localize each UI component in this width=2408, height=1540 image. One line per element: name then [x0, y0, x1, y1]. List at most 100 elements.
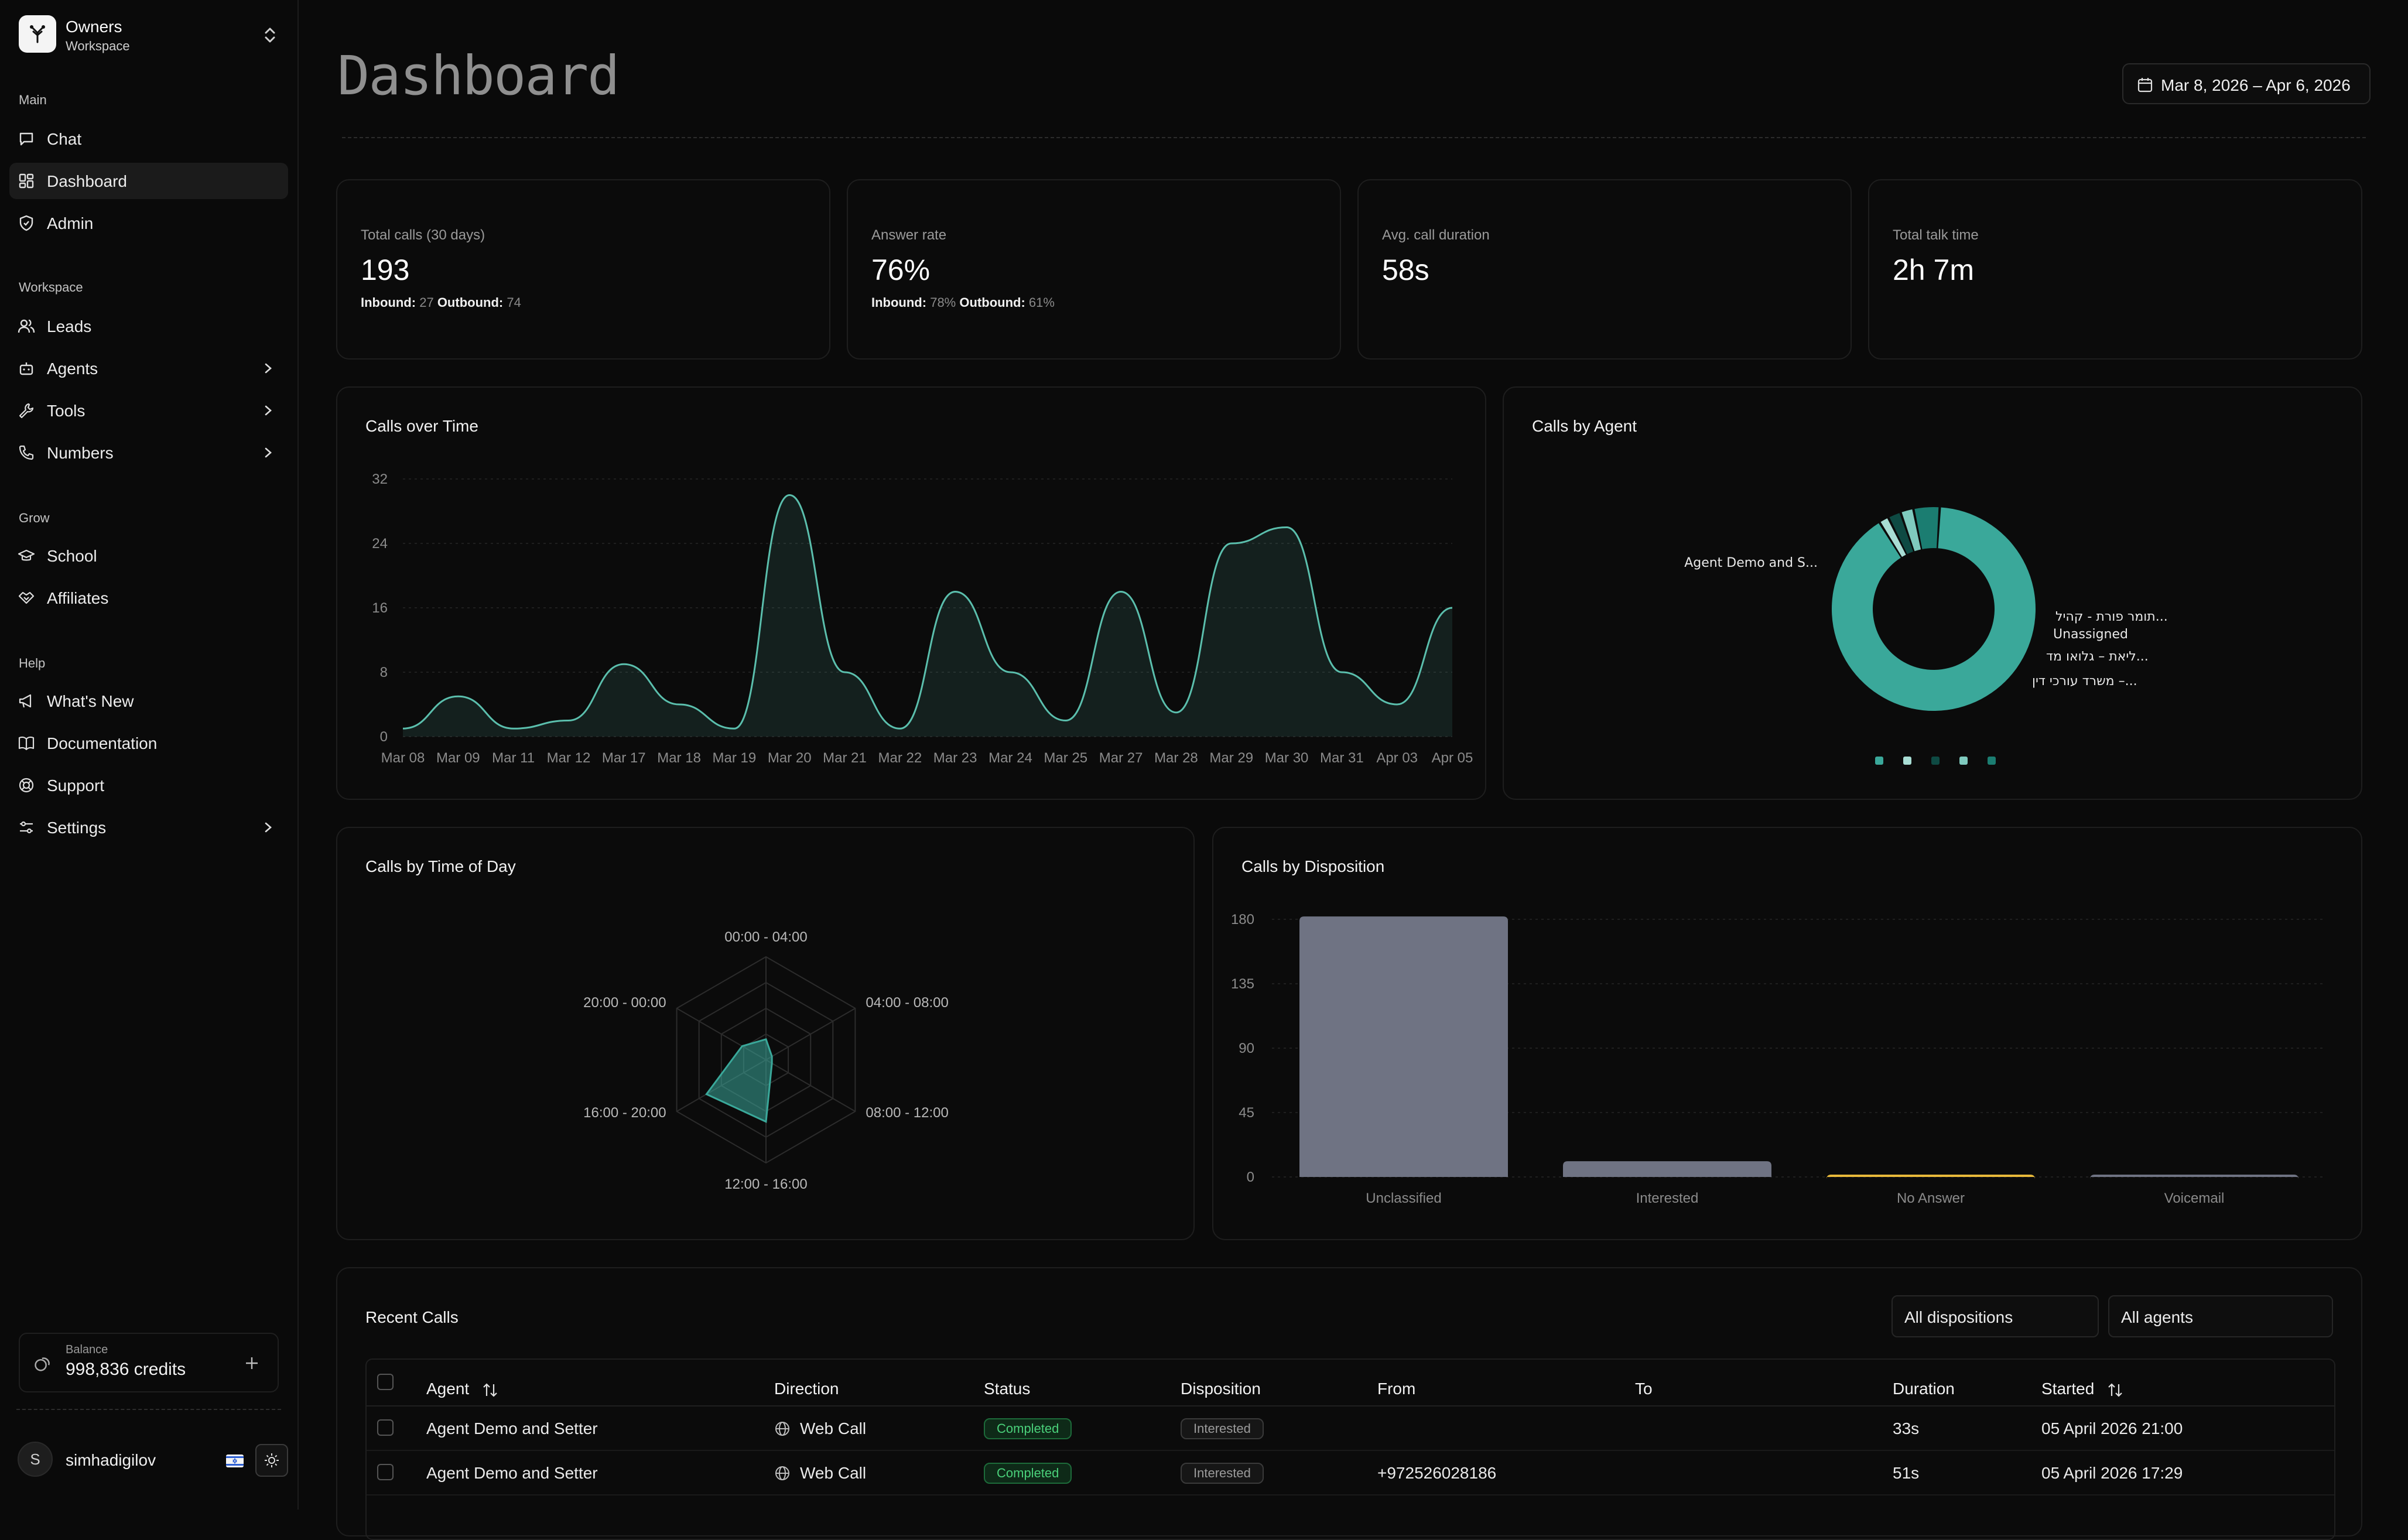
tree-logo-icon: [30, 25, 45, 43]
sidebar-item-dashboard[interactable]: Dashboard: [9, 163, 288, 199]
sidebar-item-tools[interactable]: Tools: [9, 392, 288, 429]
x-tick-label: Interested: [1636, 1190, 1699, 1206]
sidebar-item-label: Agents: [47, 360, 98, 378]
calls-by-agent-chart[interactable]: Agent Demo and S... תומר פורת - קהיל... Un…: [1504, 388, 2363, 801]
israel-flag-icon[interactable]: [226, 1455, 244, 1467]
column-header-agent[interactable]: Agent: [426, 1380, 498, 1398]
add-credits-icon[interactable]: [241, 1353, 262, 1374]
balance-value: 998,836 credits: [66, 1360, 186, 1379]
sidebar-item-leads[interactable]: Leads: [9, 308, 288, 344]
sidebar-item-label: Settings: [47, 819, 107, 837]
filter-label: All agents: [2121, 1308, 2193, 1326]
chart-title: Calls by Time of Day: [365, 857, 516, 875]
calls-over-time-chart[interactable]: 0 8 16 24 32 Mar 08 Mar 09 Mar 11 Mar 12 Mar 17 Ma…: [337, 388, 1487, 801]
sidebar-item-label: Numbers: [47, 444, 114, 462]
theme-toggle-button[interactable]: [255, 1444, 288, 1477]
workspace-name[interactable]: Owners: [66, 18, 122, 36]
x-tick-label: Mar 30: [1265, 750, 1309, 766]
users-icon: [18, 319, 35, 333]
sidebar-item-settings[interactable]: Settings: [9, 809, 288, 846]
graduation-cap-icon: [18, 549, 35, 561]
agent-filter[interactable]: All agents: [2108, 1295, 2333, 1337]
sort-icon[interactable]: [482, 1382, 498, 1398]
column-header-direction[interactable]: Direction: [774, 1380, 839, 1398]
calls-over-time-card: Calls over Time 0 8 16 24 32 Mar 08 Mar 09 Mar …: [336, 386, 1486, 800]
bar: [1826, 1175, 2035, 1179]
calls-table: Agent Direction Status Disposition From …: [365, 1358, 2335, 1540]
sidebar-item-label: Admin: [47, 214, 94, 232]
sidebar-item-affiliates[interactable]: Affiliates: [9, 580, 288, 616]
sidebar-item-numbers[interactable]: Numbers: [9, 434, 288, 471]
sidebar-item-chat[interactable]: Chat: [9, 121, 288, 157]
disposition-filter[interactable]: All dispositions: [1891, 1295, 2099, 1337]
sidebar-item-whats-new[interactable]: What's New: [9, 683, 288, 719]
x-tick-label: Mar 29: [1209, 750, 1253, 766]
sidebar-item-label: Leads: [47, 317, 92, 336]
sidebar-item-school[interactable]: School: [9, 538, 288, 574]
x-tick-label: Mar 27: [1099, 750, 1143, 766]
balance-card: Balance 998,836 credits: [19, 1333, 279, 1392]
book-icon: [18, 736, 35, 751]
x-tick-label: Unclassified: [1366, 1190, 1441, 1206]
filter-label: All dispositions: [1904, 1308, 2013, 1326]
x-tick-label: Apr 03: [1376, 750, 1418, 766]
calls-by-time-chart[interactable]: 00:00 - 04:00 04:00 - 08:00 08:00 - 12:00 1…: [337, 828, 1196, 1241]
column-header-disposition[interactable]: Disposition: [1181, 1380, 1261, 1398]
sidebar-item-agents[interactable]: Agents: [9, 350, 288, 386]
section-label-grow: Grow: [19, 511, 50, 525]
x-tick-label: Mar 09: [436, 750, 480, 766]
avatar[interactable]: S: [18, 1442, 53, 1477]
y-tick-label: 16: [372, 600, 388, 616]
calls-by-disposition-chart[interactable]: 0 45 90 135 180 Unclassified Interested No Answ…: [1213, 828, 2363, 1241]
balance-label: Balance: [66, 1343, 108, 1356]
sidebar-item-support[interactable]: Support: [9, 767, 288, 803]
row-checkbox[interactable]: [377, 1464, 394, 1480]
x-tick-label: Mar 19: [713, 750, 757, 766]
megaphone-icon: [19, 694, 32, 708]
slice-label: Unassigned: [2053, 627, 2128, 642]
x-tick-label: Mar 22: [878, 750, 922, 766]
radar-axis-label: 16:00 - 20:00: [583, 1105, 666, 1121]
radar-axis: [765, 1059, 856, 1112]
workspace-logo[interactable]: [19, 15, 56, 53]
table-row[interactable]: Agent Demo and Setter Web Call Completed…: [367, 1406, 2334, 1451]
donut-slice: [1914, 507, 1939, 549]
y-tick-label: 180: [1231, 912, 1254, 928]
cell-duration: 51s: [1893, 1464, 1920, 1482]
status-badge: Completed: [984, 1418, 1072, 1439]
sidebar-item-label: What's New: [47, 692, 134, 710]
globe-icon: [775, 1422, 789, 1436]
column-header-started[interactable]: Started: [2041, 1380, 2123, 1398]
sidebar-item-documentation[interactable]: Documentation: [9, 725, 288, 761]
column-header-status[interactable]: Status: [984, 1380, 1031, 1398]
sliders-icon: [20, 821, 33, 834]
stat-card-avg-duration: Avg. call duration 58s: [1357, 179, 1852, 360]
radar-axis-label: 04:00 - 08:00: [866, 995, 948, 1011]
y-tick-label: 0: [380, 729, 388, 745]
cell-direction: Web Call: [800, 1419, 867, 1438]
select-all-checkbox[interactable]: [377, 1374, 394, 1390]
bar: [2090, 1175, 2298, 1179]
user-name[interactable]: simhadigilov: [66, 1451, 156, 1469]
column-header-from[interactable]: From: [1377, 1380, 1416, 1398]
chevron-right-icon: [265, 363, 272, 374]
date-range-picker[interactable]: Mar 8, 2026 – Apr 6, 2026: [2122, 63, 2371, 104]
slice-label: ליאת – גלואו מד...: [2046, 649, 2149, 664]
column-header-to[interactable]: To: [1635, 1380, 1653, 1398]
radar-series: [705, 1038, 773, 1123]
slice-label: תומר פורת - קהיל...: [2055, 610, 2168, 624]
disposition-badge: Interested: [1181, 1418, 1264, 1439]
donut-slice: [1889, 513, 1914, 555]
table-row[interactable]: Agent Demo and Setter Web Call Completed…: [367, 1451, 2334, 1495]
sort-icon[interactable]: [2107, 1382, 2123, 1398]
column-header-duration[interactable]: Duration: [1893, 1380, 1955, 1398]
legend-swatch: [1931, 757, 1940, 765]
dashboard-icon: [19, 173, 34, 189]
row-checkbox[interactable]: [377, 1419, 394, 1436]
chevron-right-icon: [265, 447, 272, 458]
sidebar-item-admin[interactable]: Admin: [9, 205, 288, 241]
cell-duration: 33s: [1893, 1419, 1920, 1438]
sidebar-item-label: Dashboard: [47, 172, 127, 190]
x-tick-label: Apr 05: [1432, 750, 1473, 766]
chevrons-up-down-icon[interactable]: [261, 25, 279, 46]
